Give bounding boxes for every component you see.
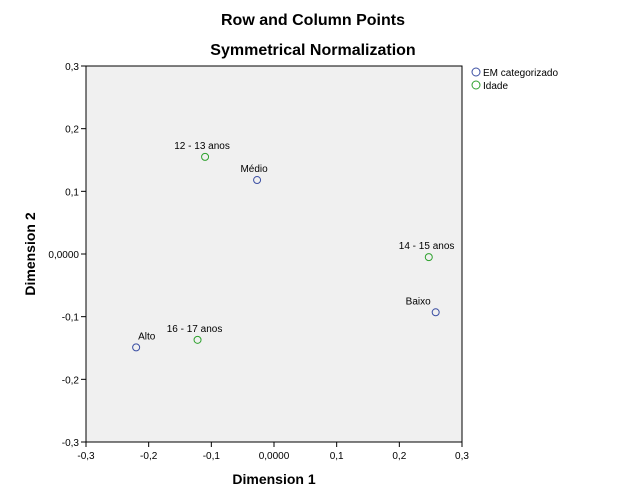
y-tick-label: -0,2 (62, 375, 80, 386)
y-tick-label: 0,3 (65, 62, 79, 73)
point-label: Baixo (406, 296, 431, 307)
x-tick-label: -0,1 (203, 451, 221, 462)
y-axis: 0,3 0,2 0,1 0,0000 -0,1 -0,2 -0,3 (48, 62, 86, 449)
x-tick-label: 0,0000 (259, 451, 290, 462)
point-marker (431, 308, 440, 317)
y-tick-label: 0,2 (65, 125, 79, 136)
x-tick-label: 0,3 (455, 451, 469, 462)
y-tick-label: -0,1 (62, 313, 80, 324)
data-points: Médio Baixo Alto 12 - 13 anos 14 - 15 anos 16… (132, 141, 455, 352)
point-label: Alto (138, 331, 156, 342)
point-marker (424, 253, 433, 262)
point-label: 16 - 17 anos (167, 324, 223, 335)
legend-marker (471, 67, 481, 77)
chart-title: Row and Column Points (221, 12, 405, 29)
point-label: Médio (240, 164, 268, 175)
y-tick-label: 0,0000 (48, 250, 79, 261)
legend-marker (471, 80, 481, 90)
x-axis: -0,3 -0,2 -0,1 0,0000 0,1 0,2 0,3 (77, 442, 469, 462)
x-tick-label: 0,2 (392, 451, 406, 462)
x-tick-label: -0,3 (77, 451, 95, 462)
x-axis-title: Dimension 1 (232, 471, 315, 487)
point-label: 14 - 15 anos (399, 241, 455, 252)
x-tick-label: -0,2 (140, 451, 158, 462)
chart-subtitle: Symmetrical Normalization (210, 42, 416, 59)
legend-label: EM categorizado (483, 68, 558, 79)
plot-area (85, 65, 463, 443)
x-tick-label: 0,1 (330, 451, 344, 462)
y-tick-label: -0,3 (62, 438, 80, 449)
y-axis-title: Dimension 2 (22, 212, 38, 295)
legend: EM categorizado Idade (471, 67, 558, 92)
point-marker (132, 343, 141, 352)
legend-label: Idade (483, 81, 508, 92)
point-marker (253, 176, 262, 185)
y-tick-label: 0,1 (65, 187, 79, 198)
point-marker (201, 152, 210, 161)
point-label: 12 - 13 anos (174, 141, 230, 152)
point-marker (193, 335, 202, 344)
